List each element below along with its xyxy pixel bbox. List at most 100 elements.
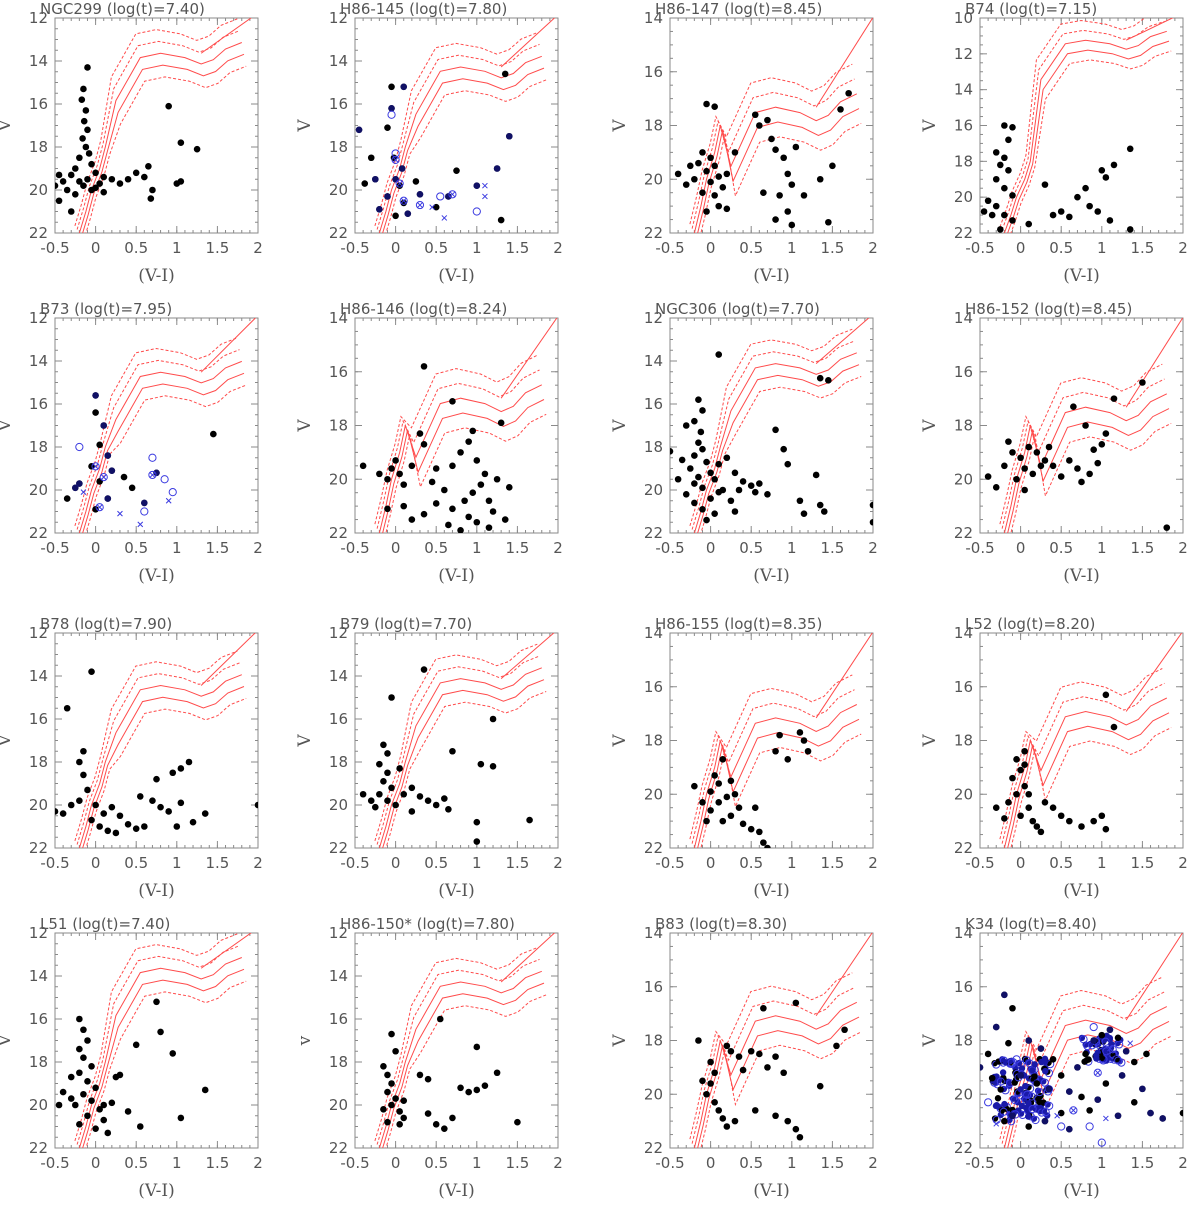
member-star-point [1110,395,1118,402]
field-star-cross [1127,1040,1134,1047]
field-star-cross [449,191,456,198]
member-star-point [751,111,759,119]
y-tick-label: 16 [954,978,973,996]
isochrone-line [76,662,240,845]
isochrone-line [74,650,238,842]
member-star-point [1098,441,1106,448]
panel-title: K34 (log(t)=8.40) [965,915,1097,933]
x-tick-label: 0.5 [424,239,448,257]
member-star-point [768,135,775,143]
x-tick-label: -0.5 [40,539,69,557]
y-tick-label: 18 [29,753,48,771]
isochrone-giant-branch [200,18,252,54]
member-star-point [1041,799,1049,806]
member-star-point [420,363,428,370]
member-star-point [420,666,428,673]
isochrone-line [78,360,242,533]
member-star-point [784,1117,792,1125]
member-star-point [1130,1058,1138,1066]
member-star-point [772,426,779,434]
isochrone-line [689,972,853,1140]
member-star-overlay [1045,1085,1053,1093]
member-star-point [723,793,731,801]
y-tick-label: 12 [329,924,348,942]
isochrone-line [1001,682,1165,844]
x-tick-label: 1 [172,854,182,872]
member-star-point [88,1097,95,1104]
member-star-point [1057,473,1065,480]
x-axis-label: (V-I) [753,266,789,286]
member-star-point [1005,1039,1012,1047]
member-star-point [816,501,824,509]
dense-star-point [1031,1073,1038,1080]
member-star-point [116,1071,124,1079]
dense-star-ring [1027,1092,1036,1101]
cmd-panel-ngc299: NGC299 (log(t)=7.40) -0.5 0 0.5 1 1.5 2 12 14 16 1… [0,0,300,299]
member-star-point [764,116,771,124]
member-star-point [751,1107,759,1114]
member-star-point [1082,422,1089,429]
member-star-point [210,430,217,438]
member-star-point [84,126,91,134]
member-star-overlay [1118,1072,1126,1079]
y-tick-label: 18 [954,1032,973,1050]
member-star-point [820,508,828,515]
isochrone-giant-branch [500,318,558,399]
member-star-point [449,505,456,513]
member-star-point [396,1108,403,1115]
member-star-point [108,803,116,811]
member-star-point [711,162,718,170]
member-star-point [141,823,148,830]
isochrone-giant-branch [815,933,873,1017]
member-star-point [436,1015,444,1023]
isochrone-line [700,733,862,848]
cmd-panel-h86-147: H86-147 (log(t)=8.45) -0.5 0 0.5 1 1.5 2 14 16 18… [610,0,915,299]
x-tick-label: 2 [553,854,563,872]
cmd-panel-h86-152: H86-152 (log(t)=8.45) -0.5 0 0.5 1 1.5 2 14 16 18… [920,300,1200,599]
y-tick-label: 10 [954,9,973,27]
isochrone-line [82,686,245,848]
x-axis-label: (V-I) [438,566,474,586]
member-star-point [1001,122,1008,129]
dense-star-point [1018,1102,1026,1110]
member-star-point [727,812,735,820]
dense-star-point [993,1102,1000,1109]
member-star-point [141,173,148,181]
member-star-point [165,102,172,110]
isochrone-line [85,65,247,233]
isochrone-line [1007,40,1170,233]
member-star-point [408,462,416,470]
cmd-chart: H86-147 (log(t)=8.45) -0.5 0 0.5 1 1.5 2 14 16 18… [610,0,878,286]
member-star-point [136,793,144,800]
y-tick-label: 16 [644,678,663,696]
field-star-circle [148,470,157,480]
x-tick-label: 1.5 [205,1154,229,1172]
plot-frame [354,632,559,849]
y-tick-label: 16 [644,63,663,81]
member-star-point [825,218,832,226]
member-star-point [76,1015,83,1023]
y-tick-label: 14 [954,924,973,942]
x-axis-label: (V-I) [753,566,789,586]
field-star-circle [1089,1022,1098,1032]
field-star-circle [984,1098,993,1107]
y-axis-label: V [920,734,940,748]
isochrone-giant-branch [500,933,556,983]
member-star-point [63,704,71,712]
field-star-cross [165,497,172,504]
member-star-point [715,460,723,468]
plot-area [355,18,556,233]
field-star-cross [80,489,87,496]
member-star-point [699,445,706,453]
member-star-point [825,377,832,384]
field-star-cross [1094,1069,1101,1076]
member-star-point [408,516,416,523]
member-star-point [59,178,67,185]
member-star-point [72,191,79,198]
member-star-point [1078,478,1085,486]
x-axis-label: (V-I) [753,1181,789,1201]
field-star-cross [149,472,156,478]
isochrone-line [85,980,247,1148]
isochrone-line [1010,727,1172,848]
isochrone-line [697,1016,860,1148]
